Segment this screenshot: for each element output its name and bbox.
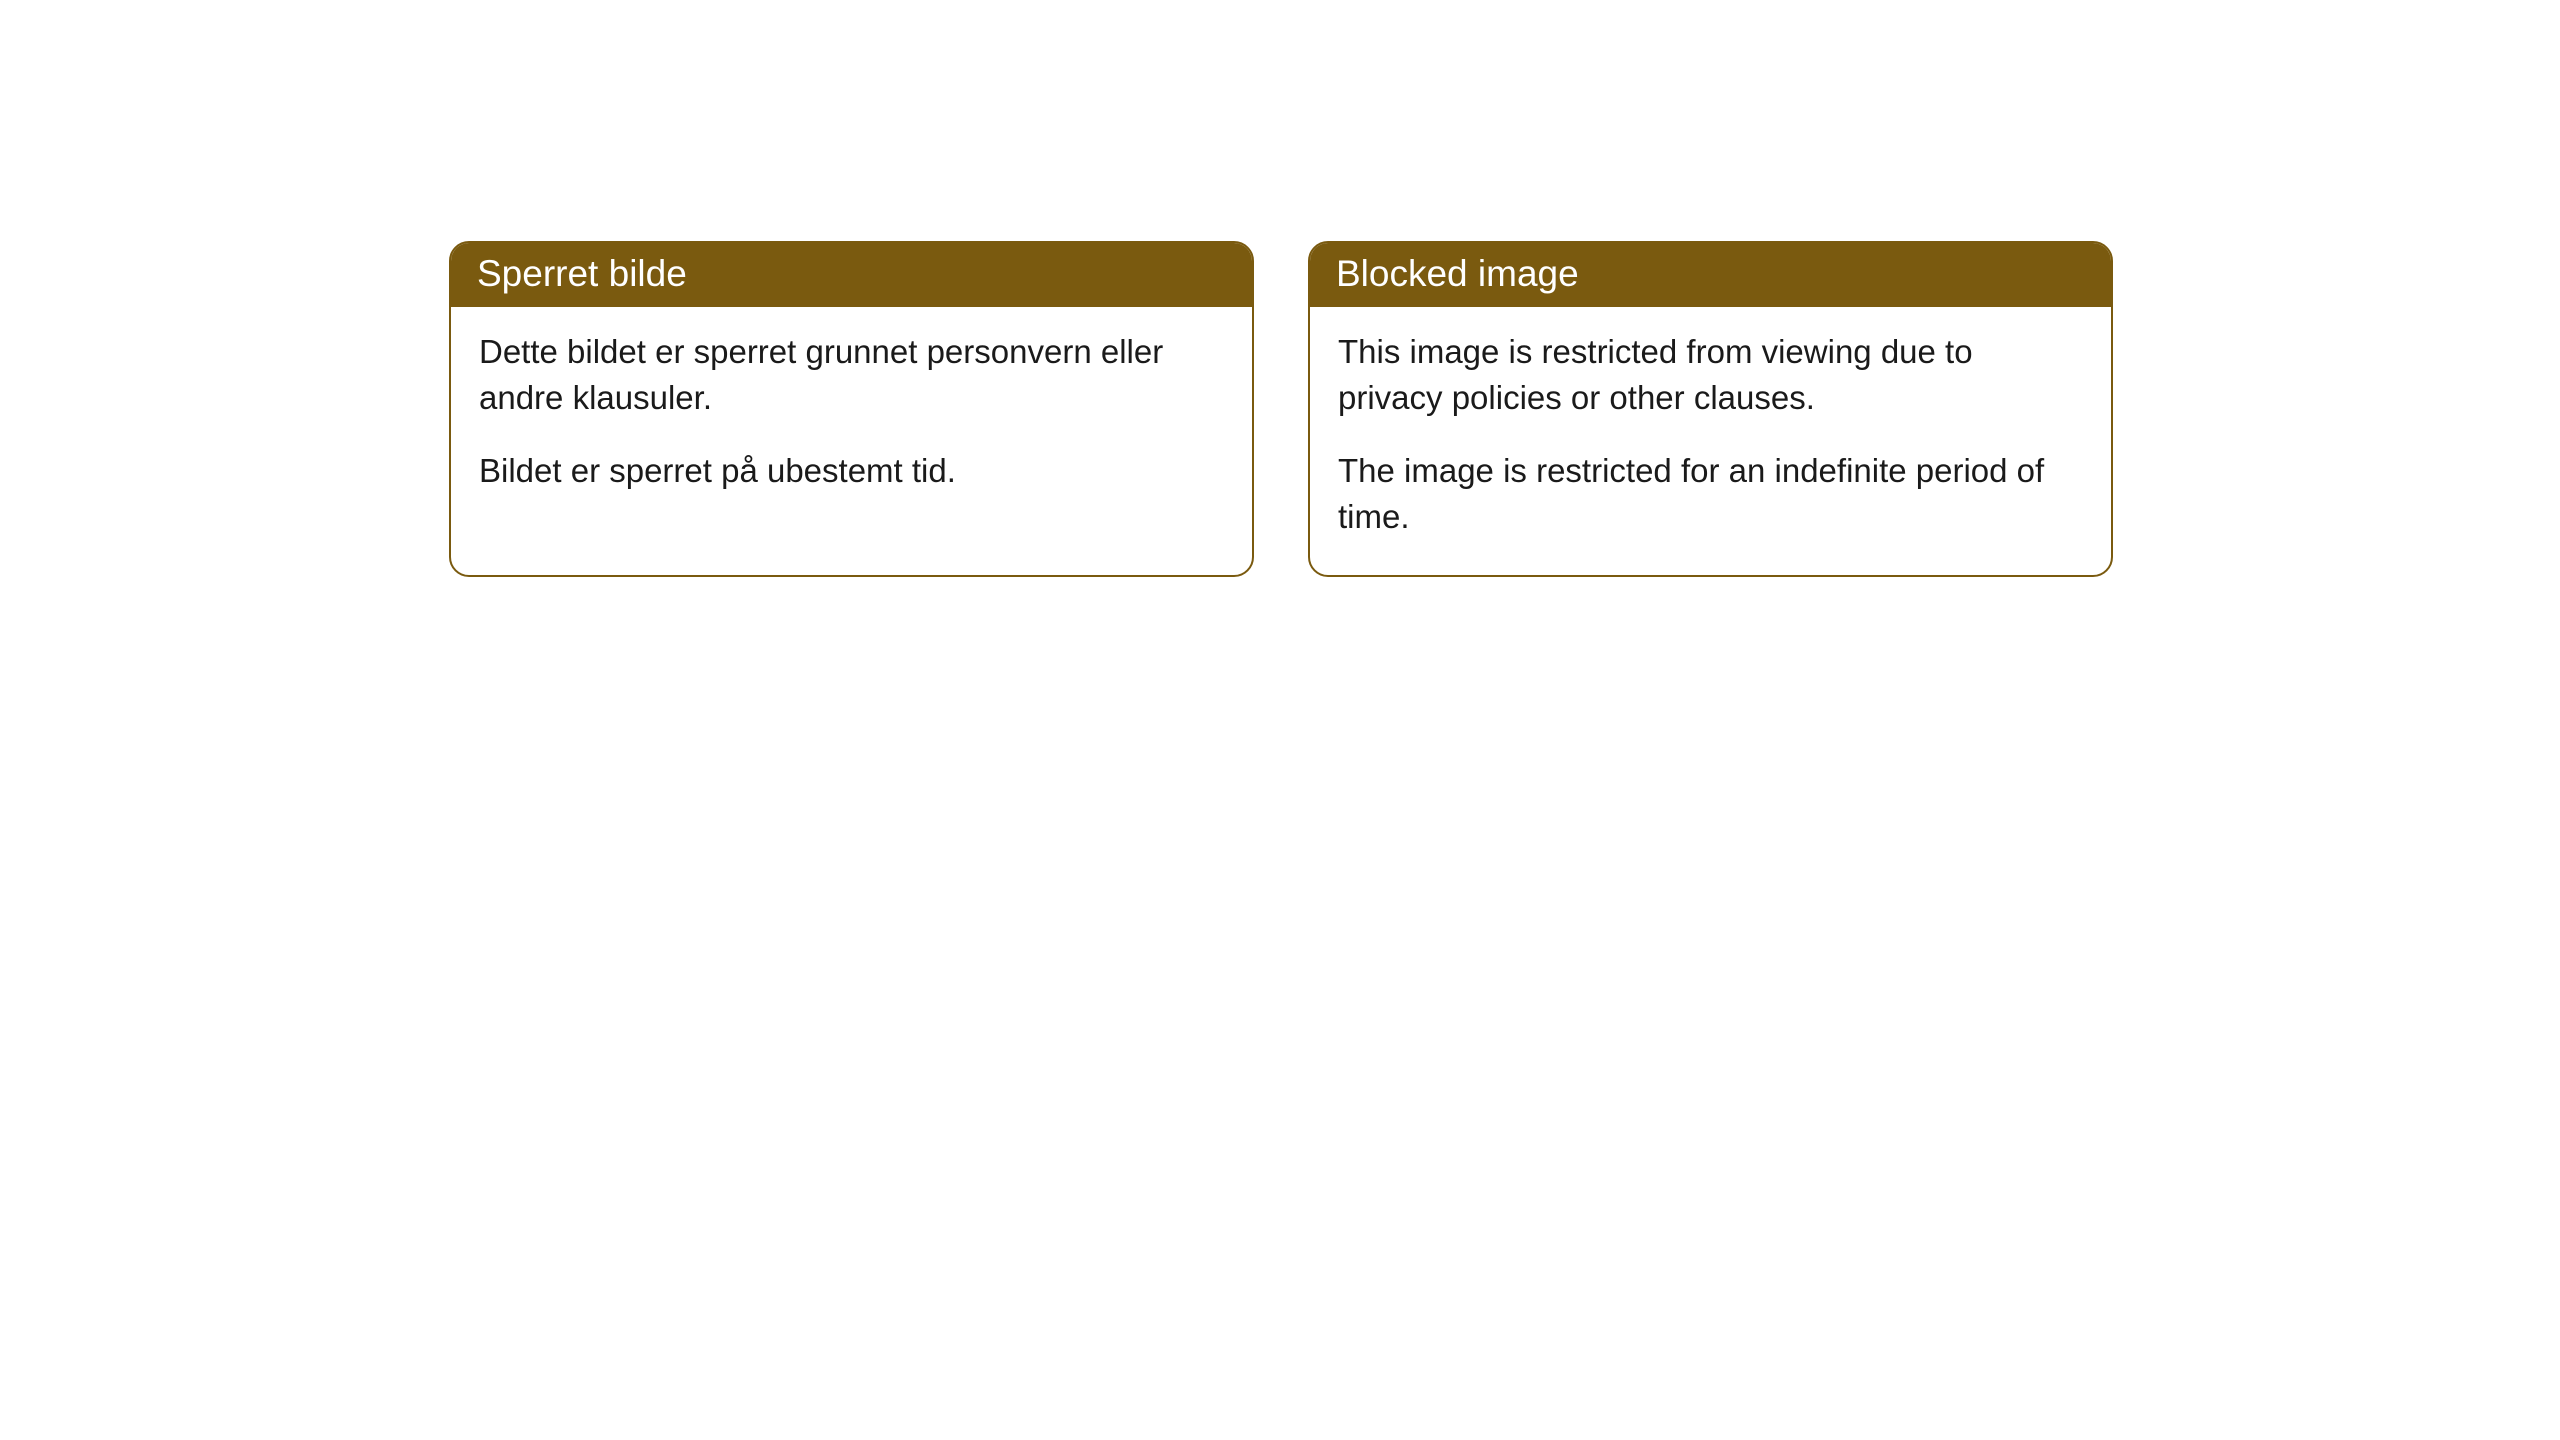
notice-header-norwegian: Sperret bilde xyxy=(451,243,1252,307)
notice-paragraph: Bildet er sperret på ubestemt tid. xyxy=(479,448,1224,494)
notice-body-english: This image is restricted from viewing du… xyxy=(1310,307,2111,575)
notice-container: Sperret bilde Dette bildet er sperret gr… xyxy=(0,0,2560,577)
notice-card-english: Blocked image This image is restricted f… xyxy=(1308,241,2113,577)
notice-card-norwegian: Sperret bilde Dette bildet er sperret gr… xyxy=(449,241,1254,577)
notice-paragraph: This image is restricted from viewing du… xyxy=(1338,329,2083,420)
notice-paragraph: The image is restricted for an indefinit… xyxy=(1338,448,2083,539)
notice-paragraph: Dette bildet er sperret grunnet personve… xyxy=(479,329,1224,420)
notice-body-norwegian: Dette bildet er sperret grunnet personve… xyxy=(451,307,1252,530)
notice-header-english: Blocked image xyxy=(1310,243,2111,307)
